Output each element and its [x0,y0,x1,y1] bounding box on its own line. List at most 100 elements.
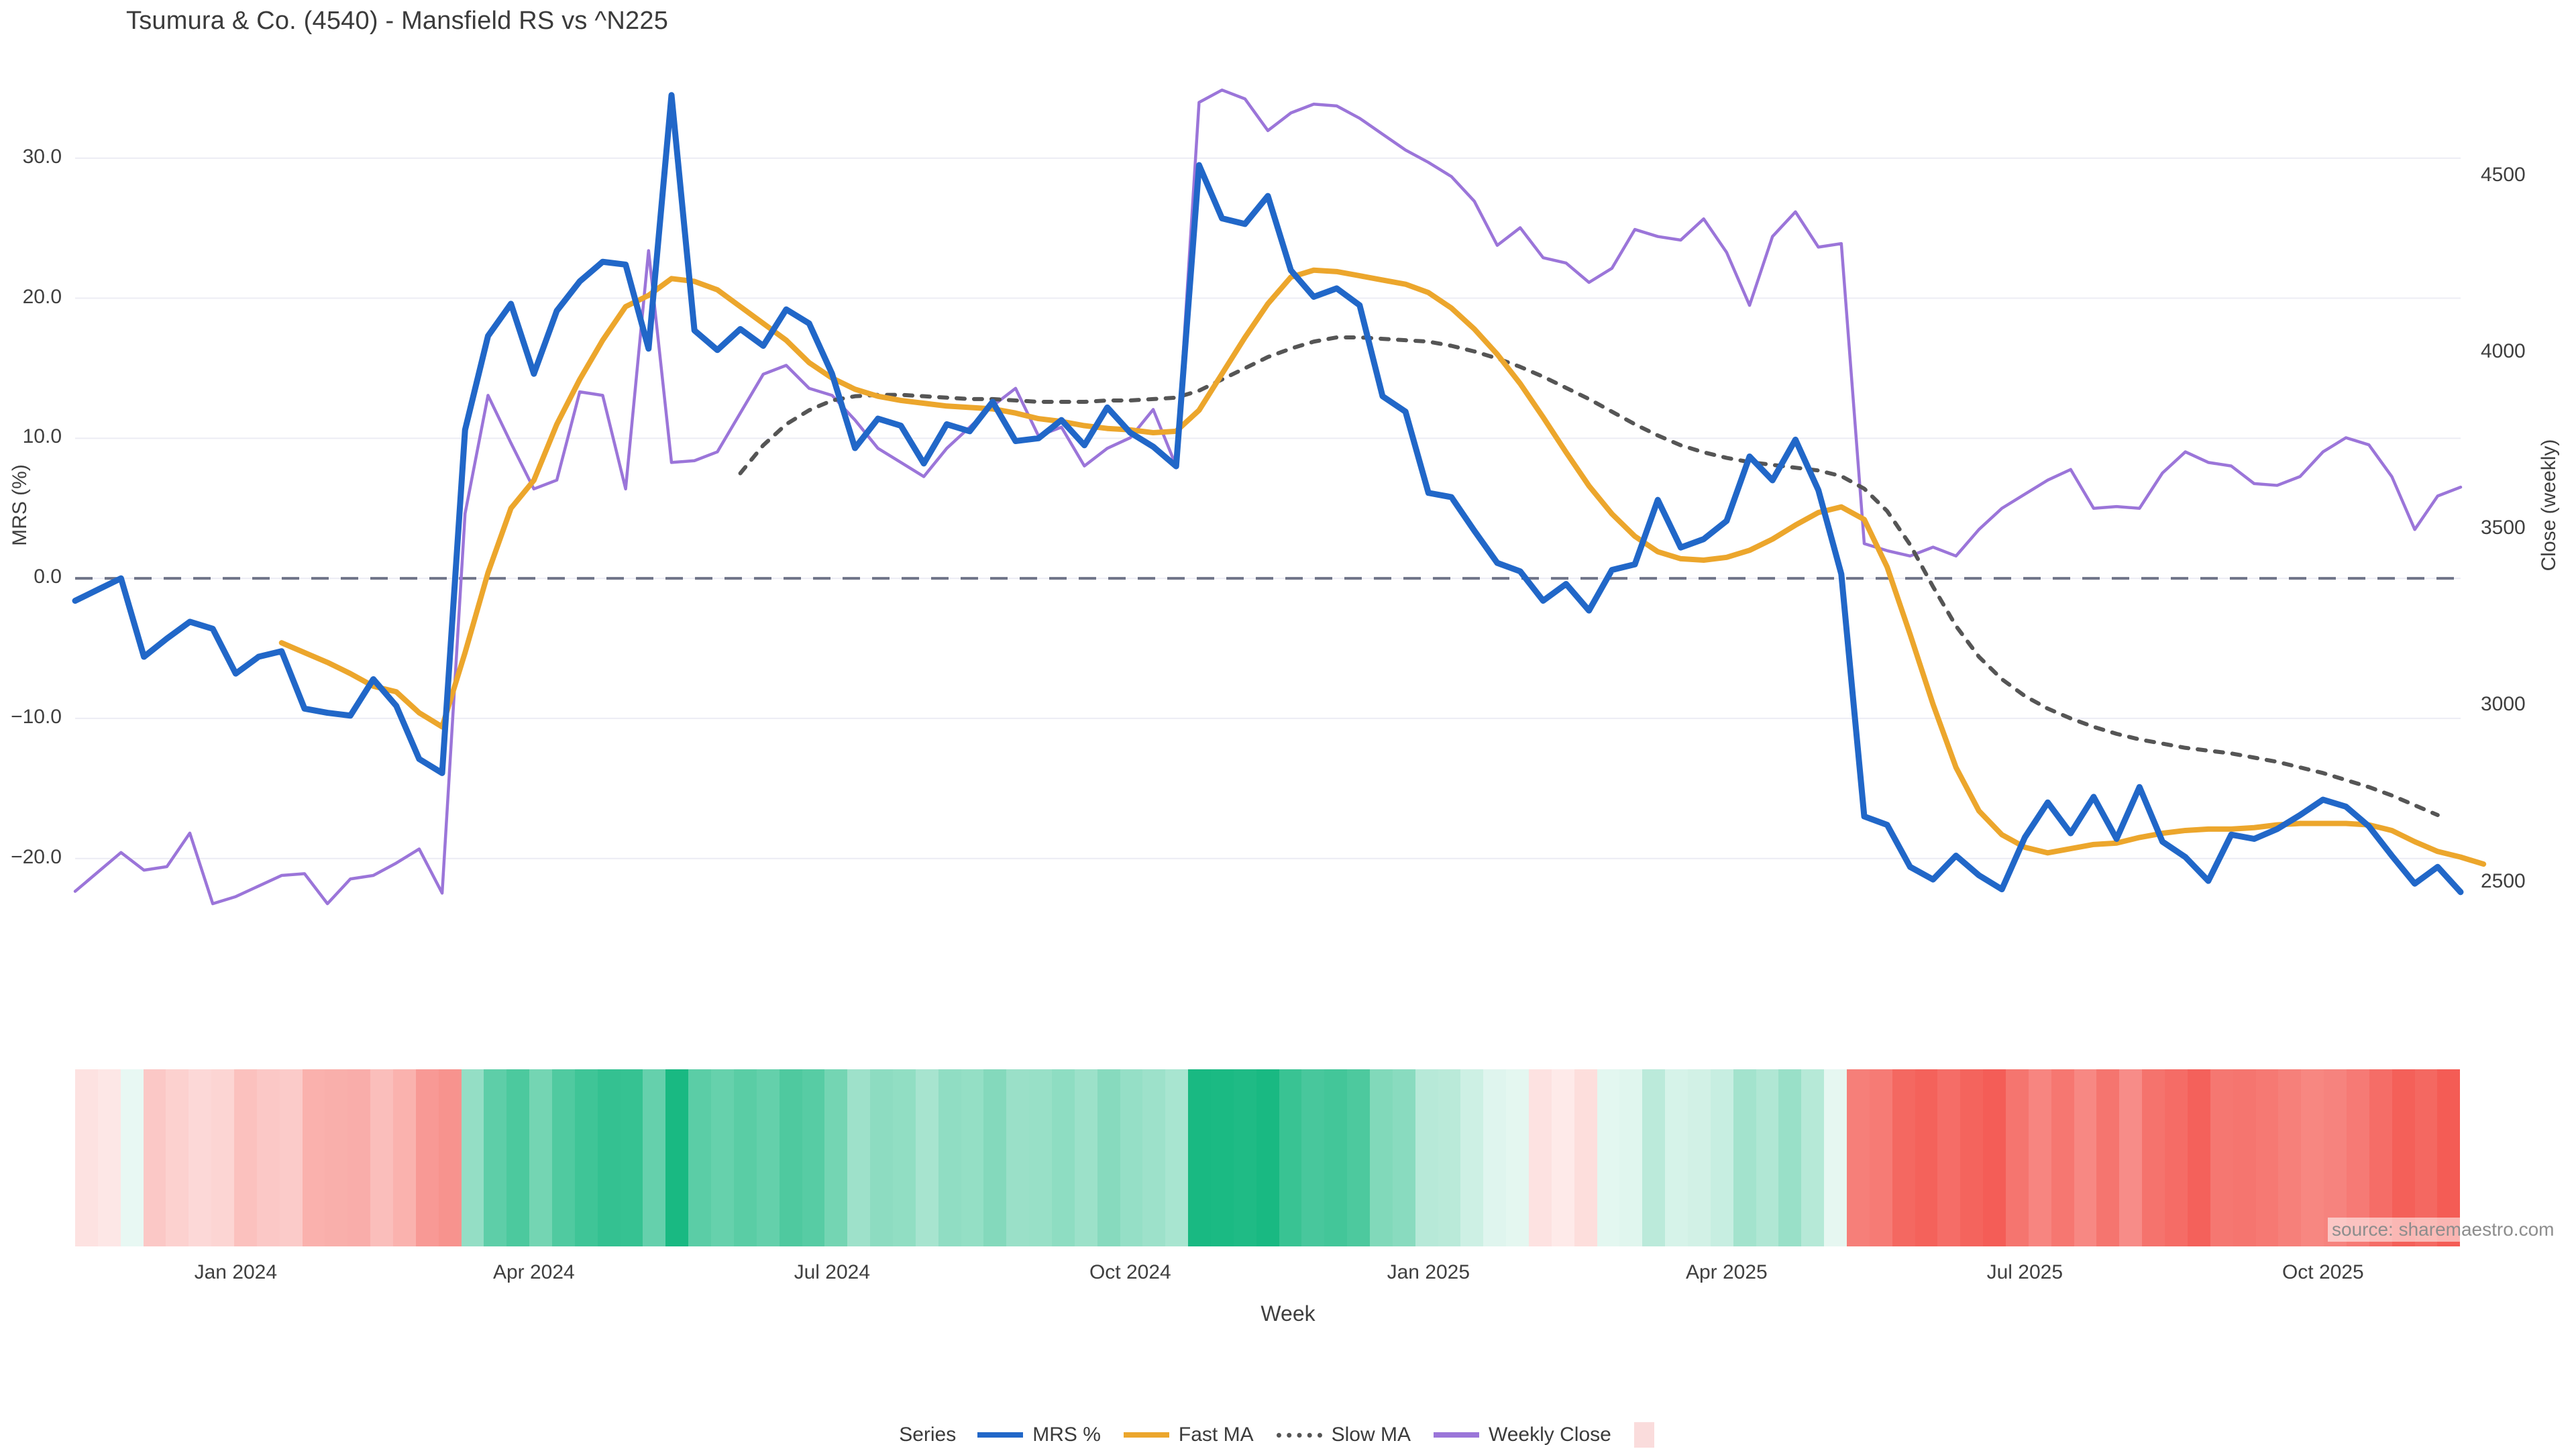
heatmap-cell [415,1069,439,1246]
heatmap-cell [1051,1069,1075,1246]
heatmap-cell [2392,1069,2415,1246]
heatmap-cell [120,1069,144,1246]
heatmap-cell [1120,1069,1143,1246]
heatmap-cell [1960,1069,1984,1246]
heatmap-cell [938,1069,961,1246]
y-axis-left-tick-label: 10.0 [22,425,62,448]
legend-item[interactable]: Slow MA [1276,1424,1411,1446]
heatmap-cell [461,1069,484,1246]
y-axis-right-tick-label: 3500 [2481,517,2526,539]
heatmap-cell [1597,1069,1620,1246]
heatmap-cell [711,1069,734,1246]
heatmap-cell [733,1069,757,1246]
heatmap-cell [1915,1069,1938,1246]
heatmap-cell [1347,1069,1370,1246]
legend-item-label: Fast MA [1178,1424,1254,1446]
heatmap-cell [2074,1069,2097,1246]
heatmap-cell [620,1069,643,1246]
heatmap-cell [2028,1069,2051,1246]
heatmap-cell [143,1069,166,1246]
heatmap-cell [1574,1069,1597,1246]
x-axis-tick-label: Oct 2024 [1089,1261,1171,1283]
heatmap-cell [824,1069,848,1246]
legend-swatch [1123,1432,1169,1438]
heatmap-cell [1256,1069,1279,1246]
heatmap-cell [1006,1069,1030,1246]
heatmap-cell [1097,1069,1120,1246]
y-axis-right-tick-label: 2500 [2481,869,2526,892]
heatmap-cell [779,1069,802,1246]
x-axis-title: Week [1260,1301,1316,1326]
heatmap-cell [393,1069,416,1246]
y-axis-right-title: Close (weekly) [2538,439,2560,571]
heatmap-cell [915,1069,938,1246]
series-line-slow-ma [738,335,2440,817]
heatmap-cell [2119,1069,2143,1246]
y-axis-right-tick-label: 3000 [2481,693,2526,716]
heatmap-cell [1483,1069,1507,1246]
heatmap-cell [552,1069,575,1246]
heatmap-cell [1188,1069,1211,1246]
heatmap-cell [1551,1069,1574,1246]
heatmap-cell [370,1069,394,1246]
heatmap-cell [256,1069,280,1246]
y-axis-right-tick-label: 4500 [2481,164,2526,186]
heatmap-cell [2006,1069,2029,1246]
y-axis-left-title: MRS (%) [9,464,31,546]
heatmap-cell [1847,1069,1870,1246]
legend-item-label: Weekly Close [1488,1424,1611,1446]
heatmap-cell [597,1069,621,1246]
heatmap-cell [1415,1069,1438,1246]
mrs-heatmap-band [75,1069,2461,1246]
heatmap-cell [189,1069,212,1246]
chart-title: Tsumura & Co. (4540) - Mansfield RS vs ^… [126,7,669,35]
legend-item[interactable] [1633,1422,1654,1448]
heatmap-cell [438,1069,462,1246]
y-axis-left-tick-label: 30.0 [22,145,62,168]
heatmap-cell [234,1069,257,1246]
heatmap-cell [1892,1069,1915,1246]
heatmap-cell [1665,1069,1688,1246]
heatmap-cell [961,1069,984,1246]
heatmap-cell [1233,1069,1256,1246]
heatmap-cell [1392,1069,1415,1246]
heatmap-cell [983,1069,1007,1246]
y-axis-left-tick-label: −20.0 [11,845,62,868]
heatmap-cell [1165,1069,1189,1246]
heatmap-cell [1642,1069,1666,1246]
heatmap-cell [1529,1069,1552,1246]
heatmap-cell [1460,1069,1484,1246]
heatmap-cell [2414,1069,2438,1246]
x-axis-tick-label: Apr 2024 [492,1261,575,1283]
heatmap-cell [1210,1069,1234,1246]
series-line-weekly-close [73,88,2463,906]
heatmap-cell [484,1069,507,1246]
heatmap-cell [892,1069,916,1246]
heatmap-cell [1369,1069,1393,1246]
heatmap-cell [643,1069,666,1246]
heatmap-cell [1937,1069,1961,1246]
heatmap-cell [688,1069,712,1246]
source-attribution: source: sharemaestro.com [2328,1218,2559,1242]
series-line-fast-ma [278,267,2487,867]
legend-swatch-heatmap [1633,1422,1654,1448]
heatmap-cell [1733,1069,1756,1246]
heatmap-cell [2051,1069,2074,1246]
heatmap-cell [75,1069,98,1246]
series-line-mrs [72,92,2464,896]
heatmap-cell [1506,1069,1529,1246]
legend-item[interactable]: MRS % [977,1424,1101,1446]
legend-item[interactable]: Fast MA [1123,1424,1254,1446]
heatmap-cell [2369,1069,2392,1246]
heatmap-cell [325,1069,348,1246]
legend-item-label: MRS % [1032,1424,1101,1446]
heatmap-cell [2142,1069,2165,1246]
heatmap-cell [1869,1069,1892,1246]
y-axis-left-tick-label: −10.0 [11,705,62,728]
x-axis-tick-label: Oct 2025 [2282,1261,2364,1283]
heatmap-cell [1074,1069,1097,1246]
heatmap-cell [166,1069,189,1246]
x-axis-tick-label: Jul 2024 [794,1261,871,1283]
legend-item[interactable]: Weekly Close [1433,1424,1611,1446]
